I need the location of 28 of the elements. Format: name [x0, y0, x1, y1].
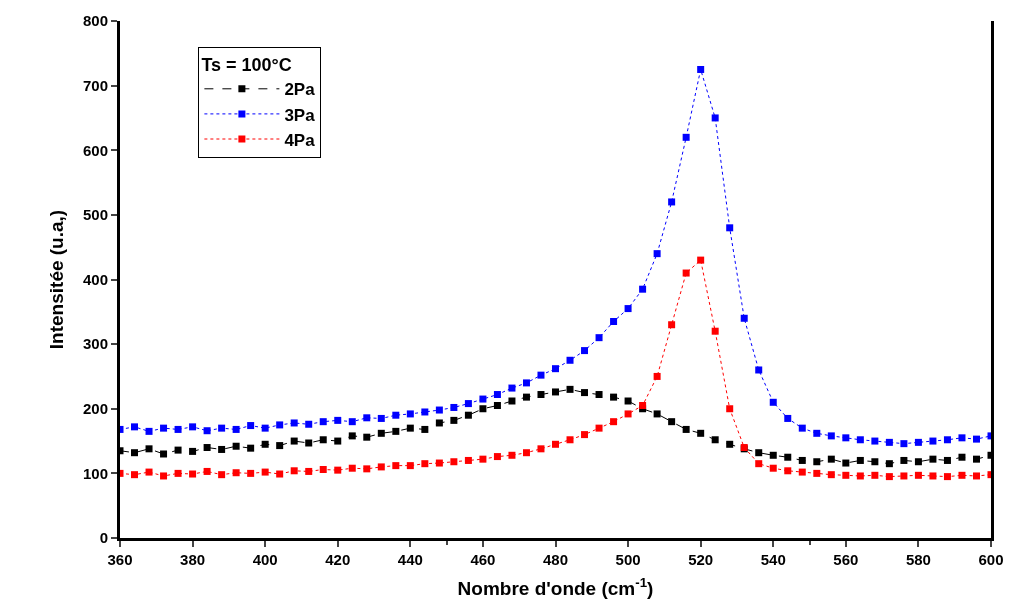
y-tick-label: 400: [82, 270, 108, 288]
y-tick-label: 200: [82, 400, 108, 417]
legend-label: 2Pa: [284, 80, 316, 100]
y-tick-label: 500: [82, 206, 108, 224]
x-tick-label: 360: [107, 551, 133, 568]
x-tick-label: 560: [833, 551, 859, 568]
y-tick-label: 700: [82, 76, 108, 94]
x-tick-label: 460: [470, 551, 496, 568]
legend-label: 4Pa: [284, 130, 316, 150]
y-tick-label: 800: [82, 12, 108, 30]
x-tick-label: 480: [542, 551, 569, 568]
y-tick-label: 0: [99, 529, 108, 547]
x-tick-label: 520: [688, 551, 714, 568]
x-tick-label: 540: [760, 551, 786, 568]
x-tick-label: 420: [325, 551, 351, 568]
y-tick-label: 600: [82, 141, 108, 159]
y-axis-title: Intensitée (u.a,): [45, 209, 67, 350]
y-tick-label: 100: [82, 464, 108, 482]
x-tick-label: 380: [180, 551, 206, 568]
y-tick-label: 300: [82, 335, 108, 353]
x-tick-label: 400: [252, 551, 278, 568]
legend-label: 3Pa: [284, 105, 316, 125]
x-axis-title: Nombre d'onde (cm$^{-1}$): [457, 574, 654, 599]
x-tick-label: 600: [978, 551, 1004, 568]
legend-title: Ts = 100°C: [201, 55, 292, 76]
x-tick-label: 580: [905, 551, 931, 568]
x-tick-label: 440: [397, 551, 423, 568]
x-tick-label: 500: [615, 551, 641, 568]
